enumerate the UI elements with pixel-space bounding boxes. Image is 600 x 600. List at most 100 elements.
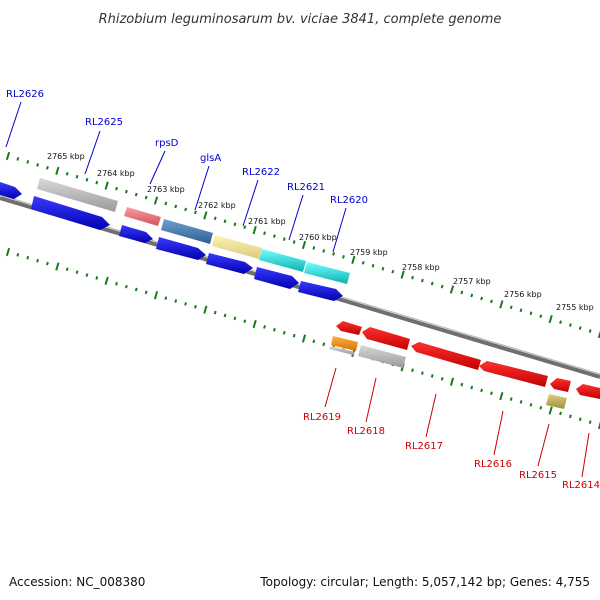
gene-block[interactable] bbox=[304, 262, 350, 284]
minor-tick bbox=[460, 290, 464, 295]
gene-label[interactable]: RL2625 bbox=[85, 117, 123, 128]
minor-tick bbox=[282, 237, 286, 241]
forward-feature-row bbox=[37, 178, 350, 284]
gene-arrow[interactable] bbox=[119, 225, 153, 243]
minor-tick bbox=[174, 204, 178, 209]
gene-block[interactable] bbox=[331, 336, 358, 351]
forward-label-lines bbox=[5, 101, 347, 253]
accession-text: Accession: NC_008380 bbox=[9, 575, 145, 589]
gene-label[interactable]: RL2626 bbox=[6, 89, 44, 100]
major-tick bbox=[104, 181, 109, 190]
major-tick bbox=[153, 196, 159, 205]
minor-tick bbox=[559, 320, 562, 324]
major-tick bbox=[252, 226, 257, 235]
minor-tick bbox=[65, 171, 69, 176]
major-tick bbox=[449, 285, 455, 294]
map-title: Rhizobium leguminosarum bv. viciae 3841,… bbox=[99, 12, 502, 27]
gene-label[interactable]: RL2619 bbox=[303, 412, 341, 423]
gene-block[interactable] bbox=[358, 345, 406, 368]
gene-arrow[interactable] bbox=[156, 237, 206, 260]
minor-tick bbox=[134, 287, 138, 292]
minor-tick bbox=[332, 252, 336, 256]
scale-label: 2760 kbp bbox=[299, 233, 337, 242]
gene-arrow[interactable] bbox=[576, 384, 600, 399]
minor-tick bbox=[470, 385, 474, 390]
minor-tick bbox=[263, 325, 266, 329]
gene-label[interactable]: RL2617 bbox=[405, 441, 443, 452]
minor-tick bbox=[420, 278, 424, 283]
gene-arrow[interactable] bbox=[550, 378, 571, 392]
reverse-cds-row bbox=[336, 321, 600, 399]
gene-arrow[interactable] bbox=[362, 327, 410, 350]
minor-tick bbox=[75, 174, 79, 179]
gene-label[interactable]: RL2616 bbox=[474, 459, 512, 470]
gene-label[interactable]: RL2615 bbox=[519, 470, 557, 481]
gene-block[interactable] bbox=[329, 346, 355, 355]
minor-tick bbox=[184, 207, 188, 212]
minor-tick bbox=[85, 273, 89, 277]
minor-tick bbox=[26, 160, 30, 164]
minor-tick bbox=[243, 319, 247, 323]
minor-tick bbox=[480, 296, 484, 301]
gene-label[interactable]: RL2622 bbox=[242, 167, 280, 178]
gene-block[interactable] bbox=[124, 207, 161, 226]
minor-tick bbox=[539, 314, 543, 319]
minor-tick bbox=[519, 308, 523, 313]
gene-arrow[interactable] bbox=[0, 182, 22, 199]
forward-gene-labels: RL2626 RL2625 rpsD glsA RL2622 RL2621 RL… bbox=[6, 89, 368, 206]
major-tick bbox=[5, 247, 11, 257]
minor-tick bbox=[361, 260, 365, 265]
minor-tick bbox=[233, 316, 237, 321]
minor-tick bbox=[539, 405, 543, 410]
gene-label[interactable]: rpsD bbox=[155, 138, 179, 149]
gene-arrow[interactable] bbox=[254, 267, 299, 289]
minor-tick bbox=[95, 180, 99, 185]
minor-tick bbox=[213, 310, 217, 315]
gene-block[interactable] bbox=[37, 178, 118, 212]
gene-block[interactable] bbox=[546, 394, 567, 409]
minor-tick bbox=[411, 368, 414, 373]
gene-label[interactable]: RL2614 bbox=[562, 480, 600, 491]
minor-tick bbox=[578, 417, 582, 422]
gene-arrow[interactable] bbox=[479, 361, 548, 387]
scale-label: 2761 kbp bbox=[248, 217, 286, 226]
major-tick bbox=[5, 151, 11, 161]
scale-labels: 2765 kbp 2764 kbp 2763 kbp 2762 kbp 2761… bbox=[47, 152, 594, 312]
gene-arrow[interactable] bbox=[336, 321, 362, 335]
major-tick bbox=[499, 392, 504, 401]
minor-tick bbox=[213, 216, 217, 221]
gene-arrow[interactable] bbox=[411, 342, 481, 370]
major-tick bbox=[548, 406, 553, 415]
minor-tick bbox=[16, 253, 20, 257]
gene-block[interactable] bbox=[161, 219, 213, 244]
minor-tick bbox=[322, 249, 326, 253]
major-tick bbox=[449, 377, 455, 386]
gene-block[interactable] bbox=[259, 249, 306, 272]
major-tick bbox=[400, 270, 405, 279]
gene-arrow[interactable] bbox=[31, 196, 110, 230]
minor-tick bbox=[125, 284, 128, 289]
reverse-feature-row bbox=[329, 336, 567, 409]
gene-label[interactable]: glsA bbox=[200, 153, 221, 164]
major-tick bbox=[55, 262, 60, 271]
gene-label[interactable]: RL2618 bbox=[347, 426, 385, 437]
minor-tick bbox=[312, 339, 316, 344]
minor-tick bbox=[490, 299, 493, 304]
major-tick bbox=[104, 276, 109, 285]
minor-tick bbox=[75, 270, 79, 274]
gene-arrow[interactable] bbox=[206, 253, 253, 274]
minor-tick bbox=[36, 163, 40, 167]
minor-tick bbox=[292, 240, 296, 244]
minor-tick bbox=[588, 329, 592, 333]
gene-label[interactable]: RL2621 bbox=[287, 182, 325, 193]
scale-label: 2762 kbp bbox=[198, 201, 236, 210]
topology-text: Topology: circular; Length: 5,057,142 bp… bbox=[259, 575, 590, 589]
minor-tick bbox=[272, 234, 276, 238]
minor-tick bbox=[85, 177, 89, 182]
gene-block[interactable] bbox=[212, 235, 262, 259]
minor-tick bbox=[322, 342, 326, 347]
gene-label[interactable]: RL2620 bbox=[330, 195, 368, 206]
reverse-gene-labels: RL2619 RL2618 RL2617 RL2616 RL2615 RL261… bbox=[303, 412, 600, 491]
gene-arrow[interactable] bbox=[298, 281, 343, 301]
minor-tick bbox=[194, 304, 197, 309]
